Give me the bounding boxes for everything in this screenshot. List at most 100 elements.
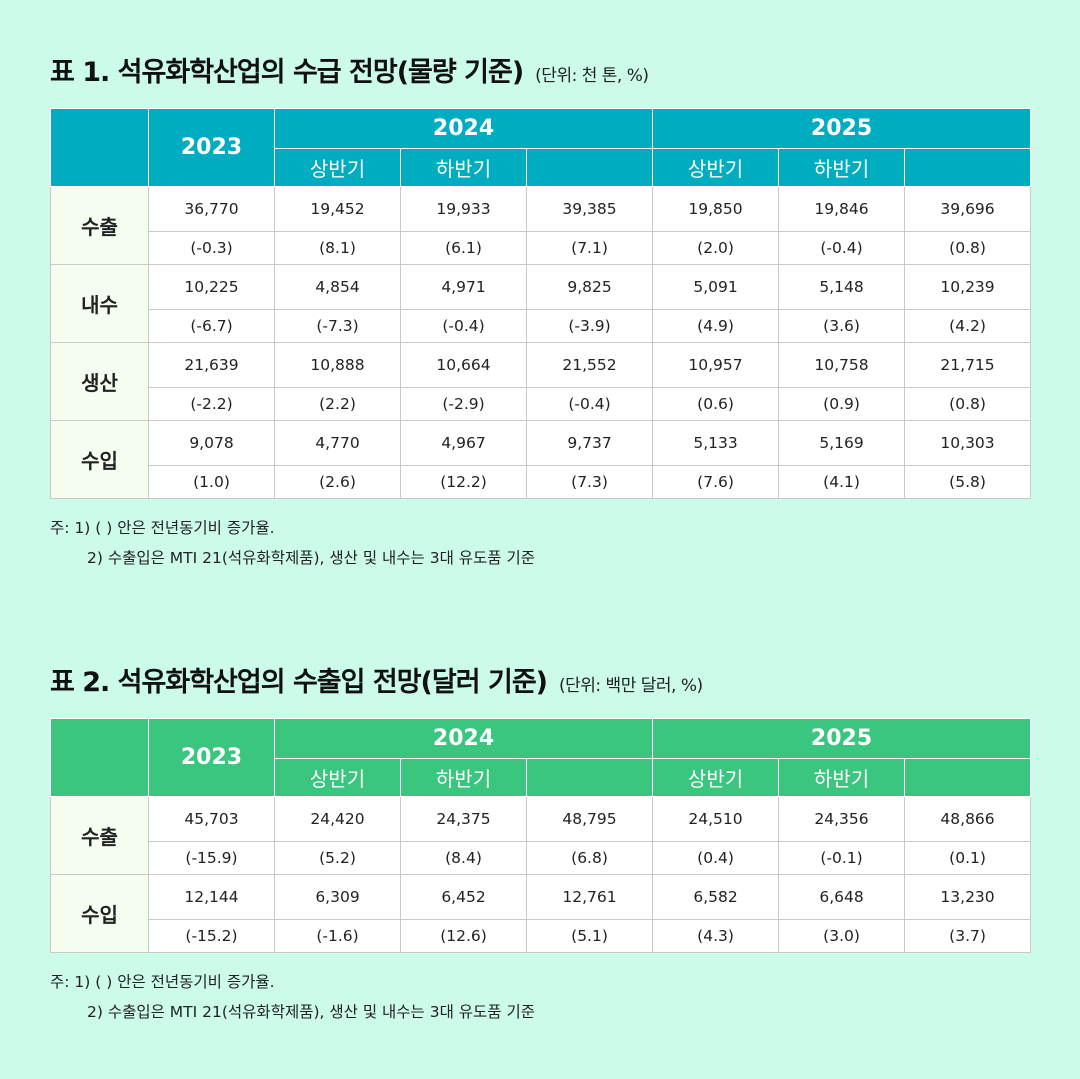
value-cell: 24,420: [274, 796, 401, 842]
value-cell: 21,715: [904, 342, 1032, 388]
value-cell: 39,385: [525, 186, 654, 232]
table2-title-row: 표 2. 석유화학산업의 수출입 전망(달러 기준) (단위: 백만 달러, %…: [50, 660, 1030, 712]
value-cell: 10,888: [274, 342, 401, 388]
value-cell: 4,854: [274, 264, 401, 310]
value-cell: 10,758: [778, 342, 906, 388]
change-cell: (8.1): [274, 231, 401, 265]
change-cell: (5.2): [274, 841, 401, 875]
change-cell: (6.8): [525, 841, 654, 875]
change-cell: (-15.9): [148, 841, 275, 875]
value-cell: 4,770: [274, 420, 401, 466]
value-cell: 5,091: [652, 264, 780, 310]
change-cell: (5.8): [904, 465, 1032, 499]
table1-section: 표 1. 석유화학산업의 수급 전망(물량 기준) (단위: 천 톤, %) 2…: [50, 50, 1032, 573]
change-cell: (6.1): [400, 231, 527, 265]
value-cell: 4,967: [400, 420, 527, 466]
header-2024-first-half: 상반기: [274, 148, 401, 187]
change-cell: (3.7): [904, 919, 1032, 953]
change-cell: (-0.4): [525, 387, 654, 421]
value-cell: 48,866: [904, 796, 1032, 842]
table2-section: 표 2. 석유화학산업의 수출입 전망(달러 기준) (단위: 백만 달러, %…: [50, 660, 1032, 1027]
value-cell: 19,933: [400, 186, 527, 232]
change-cell: (7.1): [525, 231, 654, 265]
table2-title: 표 2. 석유화학산업의 수출입 전망(달러 기준): [50, 667, 548, 698]
change-cell: (-2.9): [400, 387, 527, 421]
value-cell: 24,375: [400, 796, 527, 842]
note-2: 2) 수출입은 MTI 21(석유화학제품), 생산 및 내수는 3대 유도품 …: [87, 549, 535, 567]
change-cell: (4.1): [778, 465, 906, 499]
change-cell: (4.9): [652, 309, 780, 343]
header-year-2023: 2023: [148, 718, 275, 797]
value-cell: 36,770: [148, 186, 275, 232]
header-2024-total: [525, 148, 654, 187]
value-cell: 10,957: [652, 342, 780, 388]
value-cell: 48,795: [525, 796, 654, 842]
header-2024-first-half: 상반기: [274, 758, 401, 797]
change-cell: (0.9): [778, 387, 906, 421]
table-row-change: (1.0) (2.6) (12.2) (7.3) (7.6) (4.1) (5.8): [51, 465, 1032, 499]
change-cell: (3.6): [778, 309, 906, 343]
note-2: 2) 수출입은 MTI 21(석유화학제품), 생산 및 내수는 3대 유도품 …: [87, 1003, 535, 1021]
table-row: 생산 21,639 10,888 10,664 21,552 10,957 10,758 21…: [50, 342, 1032, 421]
header-year-2023: 2023: [148, 108, 275, 187]
change-cell: (-0.3): [148, 231, 275, 265]
value-cell: 10,239: [904, 264, 1032, 310]
table-row: 수출 36,770 19,452 19,933 39,385 19,850 19,846 39…: [50, 186, 1032, 265]
table1-body: 수출 36,770 19,452 19,933 39,385 19,850 19,846 39…: [50, 186, 1032, 499]
value-cell: 6,452: [400, 874, 527, 920]
header-2025-total: [904, 148, 1032, 187]
value-cell: 6,582: [652, 874, 780, 920]
value-cell: 4,971: [400, 264, 527, 310]
change-cell: (0.8): [904, 231, 1032, 265]
value-cell: 12,144: [148, 874, 275, 920]
value-cell: 5,133: [652, 420, 780, 466]
change-cell: (-0.1): [778, 841, 906, 875]
table1-notes: 주: 1) ( ) 안은 전년동기비 증가율. 2) 수출입은 MTI 21(석…: [50, 513, 1030, 573]
table2: 2023 2024 2025 상반기 하반기 상반기 하반기 수출 45,703 2…: [50, 718, 1032, 953]
value-cell: 9,825: [525, 264, 654, 310]
change-cell: (2.0): [652, 231, 780, 265]
change-cell: (2.2): [274, 387, 401, 421]
value-cell: 12,761: [525, 874, 654, 920]
change-cell: (4.3): [652, 919, 780, 953]
table-row: 수입 12,144 6,309 6,452 12,761 6,582 6,648 13,230: [50, 874, 1032, 953]
table-row-change: (-0.3) (8.1) (6.1) (7.1) (2.0) (-0.4) (0.8): [51, 231, 1032, 265]
change-cell: (-3.9): [525, 309, 654, 343]
change-cell: (7.3): [525, 465, 654, 499]
value-cell: 24,510: [652, 796, 780, 842]
table-row-change: (-15.9) (5.2) (8.4) (6.8) (0.4) (-0.1) (0.1): [51, 841, 1032, 875]
header-2024-second-half: 하반기: [400, 758, 527, 797]
header-corner: [50, 108, 149, 187]
table1-unit: (단위: 천 톤, %): [535, 66, 649, 86]
value-cell: 9,737: [525, 420, 654, 466]
row-label: 내수: [50, 264, 149, 343]
header-year-2024: 2024: [273, 108, 654, 149]
change-cell: (0.4): [652, 841, 780, 875]
value-cell: 19,850: [652, 186, 780, 232]
value-cell: 5,148: [778, 264, 906, 310]
value-cell: 13,230: [904, 874, 1032, 920]
change-cell: (-1.6): [274, 919, 401, 953]
header-year-2025: 2025: [652, 108, 1032, 149]
value-cell: 19,452: [274, 186, 401, 232]
header-year-2025: 2025: [652, 718, 1032, 759]
value-cell: 10,303: [904, 420, 1032, 466]
note-1: 주: 1) ( ) 안은 전년동기비 증가율.: [50, 973, 275, 991]
row-label: 수출: [50, 796, 149, 875]
row-label: 생산: [50, 342, 149, 421]
table-row-change: (-2.2) (2.2) (-2.9) (-0.4) (0.6) (0.9) (0.8): [51, 387, 1032, 421]
change-cell: (1.0): [148, 465, 275, 499]
value-cell: 10,664: [400, 342, 527, 388]
table2-notes: 주: 1) ( ) 안은 전년동기비 증가율. 2) 수출입은 MTI 21(석…: [50, 967, 1030, 1027]
change-cell: (8.4): [400, 841, 527, 875]
change-cell: (2.6): [274, 465, 401, 499]
change-cell: (5.1): [525, 919, 654, 953]
row-label: 수입: [50, 420, 149, 499]
header-2025-second-half: 하반기: [778, 758, 906, 797]
row-label: 수입: [50, 874, 149, 953]
value-cell: 39,696: [904, 186, 1032, 232]
change-cell: (12.2): [400, 465, 527, 499]
value-cell: 21,639: [148, 342, 275, 388]
change-cell: (7.6): [652, 465, 780, 499]
change-cell: (0.8): [904, 387, 1032, 421]
